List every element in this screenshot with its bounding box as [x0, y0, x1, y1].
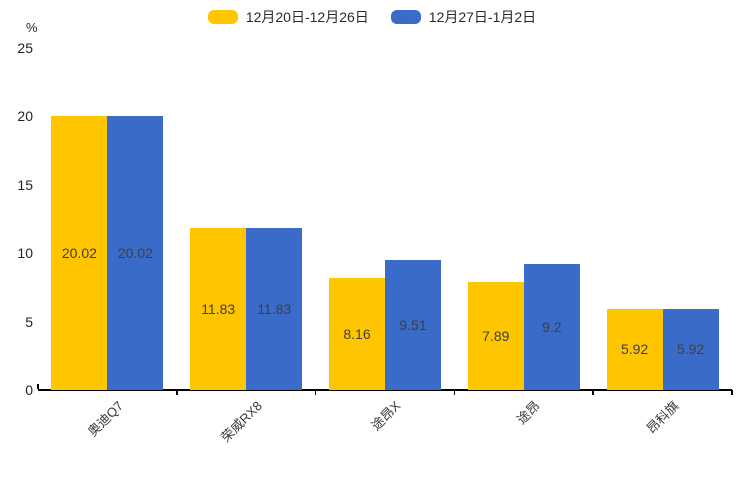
- x-axis-category-label: 途昂: [513, 398, 543, 428]
- bar-value-label: 7.89: [482, 328, 510, 345]
- bar-value-label: 8.16: [343, 326, 371, 343]
- bar[interactable]: 20.02: [51, 116, 108, 390]
- legend-label-week1: 12月20日-12月26日: [245, 9, 369, 25]
- legend-swatch-blue-icon: [390, 10, 421, 24]
- bar[interactable]: 5.92: [662, 309, 719, 390]
- y-tick-label: 15: [17, 176, 33, 193]
- x-axis-category-label: 荣威RX8: [218, 398, 265, 446]
- y-tick-label: 25: [17, 40, 33, 56]
- x-axis-category-label: 昂科旗: [643, 398, 682, 437]
- bar-value-label: 11.83: [257, 301, 292, 318]
- x-tick-mark: [453, 390, 456, 395]
- bar[interactable]: 9.2: [523, 264, 580, 390]
- bar[interactable]: 9.51: [385, 259, 441, 390]
- x-tick-mark: [37, 384, 39, 389]
- bar-value-label: 20.02: [117, 245, 153, 262]
- bar-value-label: 9.51: [399, 316, 427, 333]
- y-tick-label: 5: [25, 313, 33, 330]
- bar-value-label: 5.92: [676, 341, 705, 358]
- bar[interactable]: 11.83: [246, 228, 303, 390]
- y-tick-label: 0: [25, 382, 33, 398]
- legend-swatch-yellow-icon: [207, 10, 238, 24]
- bar[interactable]: 5.92: [606, 309, 663, 390]
- x-tick-mark: [731, 390, 733, 395]
- bar-value-label: 5.92: [620, 341, 649, 358]
- bar[interactable]: 20.02: [107, 116, 164, 390]
- legend: 12月20日-12月26日 12月27日-1月2日: [0, 7, 744, 27]
- bar-value-label: 9.2: [542, 319, 562, 336]
- x-tick-mark: [314, 390, 317, 395]
- y-axis-unit-label: %: [26, 20, 38, 35]
- x-tick-mark: [176, 390, 178, 395]
- bar-value-label: 11.83: [201, 301, 236, 318]
- bar[interactable]: 7.89: [467, 282, 524, 390]
- y-tick-label: 10: [17, 245, 33, 262]
- legend-label-week2: 12月27日-1月2日: [428, 9, 537, 25]
- x-tick-mark: [592, 390, 594, 395]
- x-axis-category-label: 途昂X: [368, 398, 404, 434]
- bar[interactable]: 11.83: [190, 228, 247, 390]
- bar[interactable]: 8.16: [329, 278, 385, 390]
- legend-item-week1[interactable]: 12月20日-12月26日: [207, 7, 369, 27]
- legend-item-week2[interactable]: 12月27日-1月2日: [390, 7, 537, 27]
- x-axis-category-label: 奥迪Q7: [84, 398, 127, 440]
- bar-value-label: 20.02: [61, 245, 97, 262]
- y-tick-label: 20: [17, 108, 33, 125]
